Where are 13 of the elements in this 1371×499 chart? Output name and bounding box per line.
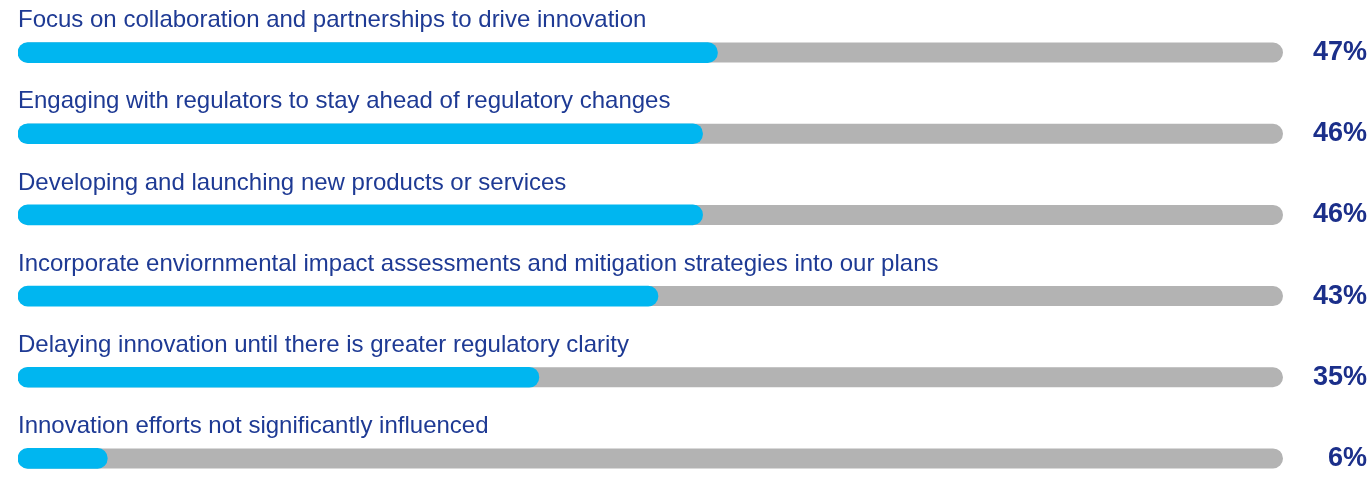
data-label: 35% <box>1312 360 1367 391</box>
data-label: 47% <box>1312 36 1367 67</box>
data-label: 46% <box>1312 198 1367 229</box>
data-label: 6% <box>1327 441 1367 472</box>
y-tick-label: Engaging with regulators to stay ahead of regulatory changes <box>18 86 671 114</box>
y-tick-label: Developing and launching new products or services <box>18 167 567 195</box>
y-tick-label: Focus on collaboration and partnerships to drive innovation <box>18 5 647 33</box>
y-tick-label: Incorporate enviornmental impact assessments and mitigation strategies into our plans <box>18 248 939 276</box>
bar <box>18 448 108 469</box>
y-tick-label: Innovation efforts not significantly influenced <box>18 411 489 439</box>
y-tick-label: Delaying innovation until there is greater regulatory clarity <box>18 329 629 357</box>
data-label: 43% <box>1312 279 1367 310</box>
data-label: 46% <box>1312 117 1367 148</box>
